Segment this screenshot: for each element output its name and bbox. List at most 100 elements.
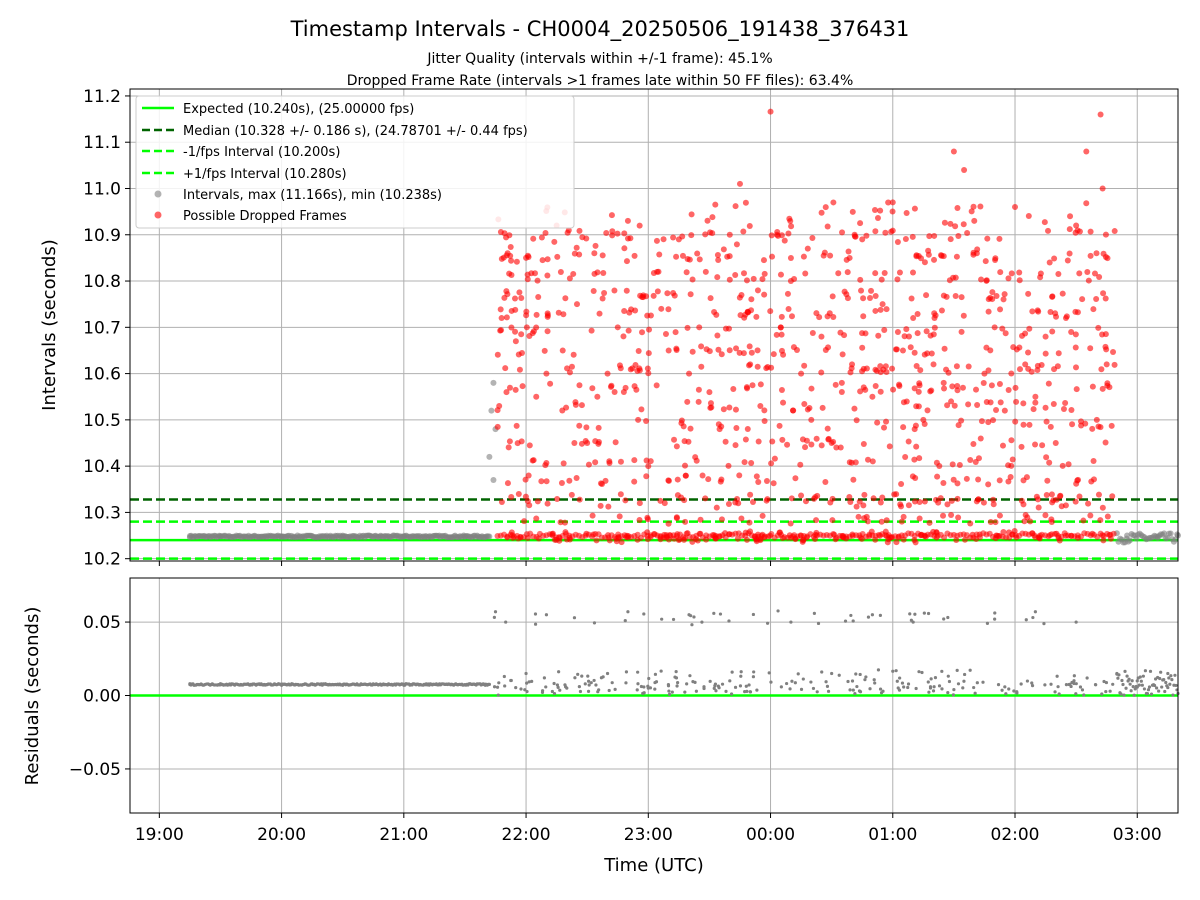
dropped-frame-point: [802, 270, 809, 277]
residual-point: [527, 680, 531, 684]
dropped-frame-point: [608, 212, 615, 219]
dropped-frame-point: [1043, 492, 1050, 499]
residual-point: [937, 684, 942, 688]
dropped-frame-point: [626, 309, 633, 316]
interval-point: [486, 453, 493, 460]
dropped-frame-point: [714, 274, 721, 281]
dropped-frame-point: [903, 210, 910, 217]
dropped-frame-point: [744, 426, 751, 433]
dropped-frame-point: [846, 494, 853, 501]
intervals-y-tick-label: 11.2: [83, 87, 121, 107]
dropped-frame-point: [650, 292, 657, 299]
residuals-panel: −0.05 0.00 0.05 19:00 20:00 21:00 22:00 23:00 0…: [22, 577, 1180, 876]
dropped-frame-point: [703, 346, 710, 353]
dropped-frame-point: [1089, 383, 1096, 390]
residual-point: [940, 687, 944, 691]
interval-point: [1161, 530, 1168, 537]
residual-point: [752, 670, 756, 674]
residual-point: [973, 691, 977, 695]
dropped-frame-point: [597, 480, 604, 487]
dropped-frame-point: [905, 502, 912, 509]
dropped-frame-point: [534, 277, 541, 284]
dropped-frame-point: [955, 233, 962, 240]
residual-point: [854, 672, 858, 676]
dropped-frame-point: [928, 350, 935, 357]
dropped-frame-point: [864, 456, 871, 463]
residual-point: [1139, 679, 1143, 683]
residual-point: [914, 686, 918, 691]
dropped-frame-point: [720, 246, 727, 253]
dropped-frame-point: [878, 276, 885, 283]
dropped-frame-point: [592, 459, 599, 466]
dropped-frame-point: [715, 346, 722, 353]
dropped-frame-point: [814, 492, 821, 499]
dropped-frame-point: [881, 424, 888, 431]
dropped-frame-point: [771, 455, 778, 462]
dropped-frame-point: [1055, 270, 1062, 277]
interval-point: [1167, 530, 1174, 537]
residual-point: [653, 687, 657, 691]
dropped-frame-point: [503, 252, 510, 259]
residual-point: [824, 680, 828, 684]
dropped-frame-point: [862, 386, 869, 393]
dropped-frame-point: [544, 256, 551, 263]
dropped-frame-point: [621, 308, 628, 315]
dropped-frame-point: [768, 460, 775, 467]
dropped-frame-point: [778, 232, 785, 239]
intervals-y-ticks: 10.2 10.3 10.4 10.5 10.6 10.7 10.8 10.9 11.0 11.1…: [83, 87, 130, 570]
residuals-y-tick-label: 0.05: [83, 613, 121, 633]
residual-point: [796, 672, 800, 676]
dropped-frame-point: [790, 407, 797, 414]
dropped-frame-point: [1020, 400, 1027, 407]
dropped-frame-point: [881, 326, 888, 333]
residual-point: [898, 676, 902, 680]
dropped-frame-point: [941, 345, 948, 352]
residual-point: [911, 620, 915, 624]
dropped-frame-point: [877, 388, 884, 395]
dropped-frame-point: [985, 367, 992, 374]
dropped-frame-point: [498, 499, 505, 506]
dropped-frame-point: [912, 422, 919, 429]
dropped-frame-point: [913, 443, 920, 450]
dropped-frame-point: [542, 230, 549, 237]
dropped-frame-point: [661, 500, 668, 507]
dropped-frame-point: [924, 350, 931, 357]
residual-point: [1049, 682, 1053, 686]
dropped-frame-point: [829, 293, 836, 300]
residual-point: [1067, 682, 1071, 687]
residual-point: [613, 687, 617, 691]
dropped-frame-point: [534, 498, 541, 505]
residual-point: [1147, 685, 1152, 689]
dropped-frame-point: [818, 333, 825, 340]
dropped-frame-point: [955, 422, 962, 429]
residual-point: [279, 683, 284, 687]
dropped-frame-point: [635, 347, 642, 354]
residual-point: [1121, 682, 1125, 687]
dropped-frame-point: [983, 398, 990, 405]
residual-point: [900, 681, 905, 685]
dropped-frame-point: [801, 362, 808, 369]
dropped-frame-point: [718, 351, 725, 358]
legend-minus-fps-label: -1/fps Interval (10.200s): [183, 145, 340, 160]
residual-point: [667, 692, 672, 696]
interval-point: [490, 477, 497, 484]
dropped-frame-point: [830, 199, 837, 206]
dropped-frame-point: [916, 515, 923, 522]
residual-point: [586, 674, 590, 678]
residual-point: [1119, 692, 1123, 696]
residual-point: [1085, 676, 1089, 680]
residual-point: [864, 675, 868, 679]
residual-point: [1003, 685, 1007, 689]
dropped-frame-point: [941, 385, 948, 392]
dropped-frame-point: [694, 250, 701, 257]
dropped-frame-point: [882, 229, 889, 236]
residual-point: [552, 691, 557, 696]
dropped-frame-point: [726, 253, 733, 260]
dropped-frame-point: [1104, 513, 1111, 520]
residual-point: [718, 612, 723, 616]
residual-point: [1015, 690, 1019, 694]
residual-point: [897, 688, 902, 692]
residual-point: [519, 687, 523, 691]
dropped-frame-point: [715, 256, 722, 263]
dropped-frame-point: [911, 385, 918, 392]
